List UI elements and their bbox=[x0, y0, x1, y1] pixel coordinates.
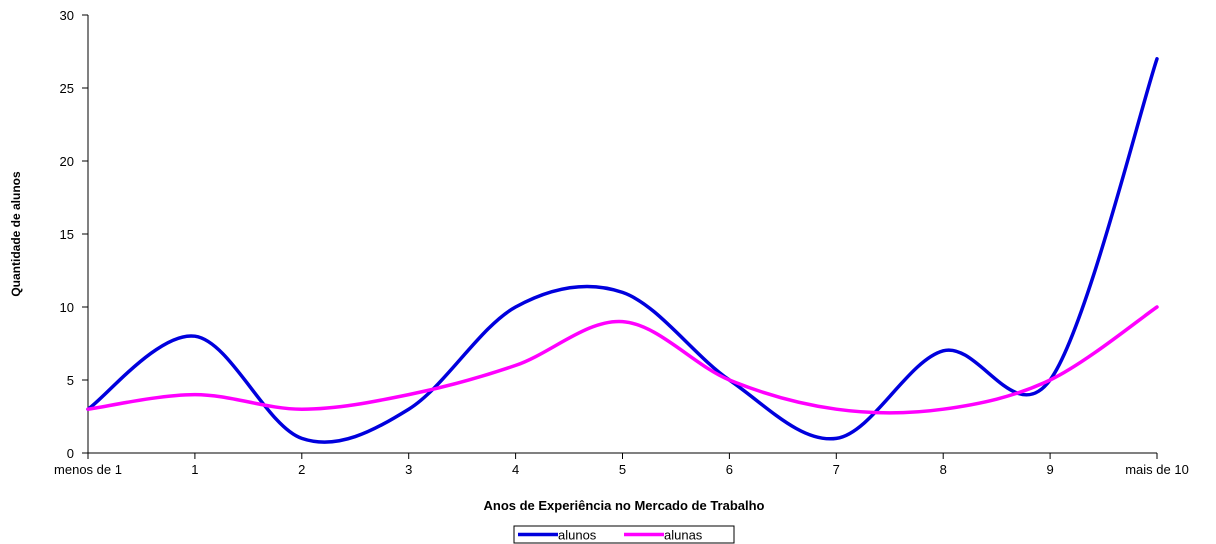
legend-label-alunas: alunas bbox=[664, 528, 703, 543]
x-axis: menos de 1 1 2 3 4 5 6 7 8 9 mais de 10 bbox=[54, 452, 1189, 477]
y-tick-label: 10 bbox=[60, 300, 74, 315]
y-axis-title: Quantidade de alunos bbox=[9, 171, 23, 297]
x-tick-label: 2 bbox=[298, 462, 305, 477]
x-tick-label: 9 bbox=[1046, 462, 1053, 477]
x-tick-label: 7 bbox=[833, 462, 840, 477]
legend: alunos alunas bbox=[513, 525, 735, 544]
x-tick-label: 6 bbox=[726, 462, 733, 477]
x-tick-label: 4 bbox=[512, 462, 519, 477]
y-tick-label: 20 bbox=[60, 154, 74, 169]
series-line-alunos bbox=[86, 57, 1159, 444]
x-tick-label: 3 bbox=[405, 462, 412, 477]
x-tick-label: 8 bbox=[940, 462, 947, 477]
series-line-alunas bbox=[86, 305, 1159, 415]
y-tick-label: 25 bbox=[60, 81, 74, 96]
x-axis-title: Anos de Experiência no Mercado de Trabal… bbox=[483, 498, 764, 513]
y-tick-label: 5 bbox=[67, 373, 74, 388]
x-tick-label: 1 bbox=[191, 462, 198, 477]
y-tick-label: 15 bbox=[60, 227, 74, 242]
legend-label-alunos: alunos bbox=[558, 528, 597, 543]
y-axis: 0 5 10 15 20 25 30 bbox=[60, 8, 89, 461]
series-layer bbox=[86, 57, 1159, 444]
x-tick-label: 5 bbox=[619, 462, 626, 477]
y-tick-label: 30 bbox=[60, 8, 74, 23]
x-tick-label: menos de 1 bbox=[54, 462, 122, 477]
y-tick-label: 0 bbox=[67, 446, 74, 461]
x-tick-label: mais de 10 bbox=[1125, 462, 1189, 477]
